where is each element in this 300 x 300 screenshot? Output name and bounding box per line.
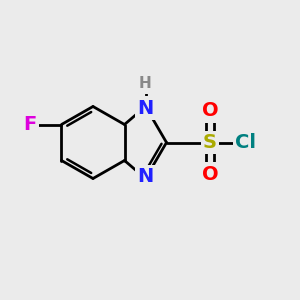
Text: H: H (139, 76, 152, 92)
Text: F: F (23, 115, 37, 134)
Text: S: S (203, 133, 217, 152)
Text: O: O (202, 164, 218, 184)
Text: N: N (137, 167, 154, 187)
Text: O: O (202, 101, 218, 121)
Text: Cl: Cl (236, 133, 256, 152)
Text: N: N (137, 98, 154, 118)
